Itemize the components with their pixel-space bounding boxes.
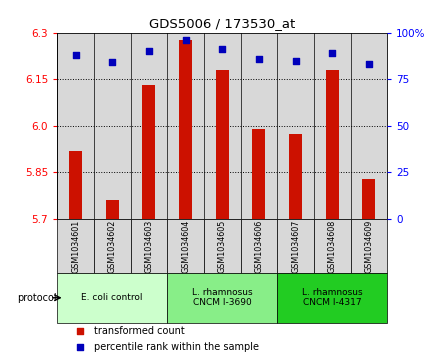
Bar bbox=[204, 219, 241, 273]
Bar bbox=[289, 134, 302, 219]
Text: L. rhamnosus
CNCM I-3690: L. rhamnosus CNCM I-3690 bbox=[192, 288, 253, 307]
Bar bbox=[167, 219, 204, 273]
Bar bbox=[351, 219, 387, 273]
Bar bbox=[131, 33, 167, 219]
Text: transformed count: transformed count bbox=[94, 326, 184, 336]
Text: GSM1034606: GSM1034606 bbox=[254, 219, 264, 273]
Bar bbox=[314, 219, 351, 273]
Point bbox=[182, 37, 189, 43]
Bar bbox=[69, 151, 82, 219]
Bar bbox=[314, 33, 351, 219]
Point bbox=[109, 60, 116, 65]
Point bbox=[292, 58, 299, 64]
Bar bbox=[241, 219, 277, 273]
Text: GSM1034607: GSM1034607 bbox=[291, 219, 300, 273]
Point bbox=[77, 328, 84, 334]
Point bbox=[72, 52, 79, 58]
Bar bbox=[179, 40, 192, 219]
Text: GSM1034602: GSM1034602 bbox=[108, 219, 117, 273]
Bar bbox=[277, 273, 387, 323]
Point bbox=[219, 46, 226, 52]
Point bbox=[77, 344, 84, 350]
Bar bbox=[241, 33, 277, 219]
Bar bbox=[94, 219, 131, 273]
Title: GDS5006 / 173530_at: GDS5006 / 173530_at bbox=[149, 17, 295, 30]
Point bbox=[255, 56, 262, 62]
Bar bbox=[204, 33, 241, 219]
Bar bbox=[106, 200, 119, 219]
Text: GSM1034603: GSM1034603 bbox=[144, 219, 154, 273]
Bar bbox=[57, 33, 94, 219]
Point bbox=[365, 61, 372, 67]
Text: protocol: protocol bbox=[18, 293, 57, 303]
Bar bbox=[57, 273, 167, 323]
Text: E. coli control: E. coli control bbox=[81, 293, 143, 302]
Bar bbox=[326, 70, 339, 219]
Text: GSM1034601: GSM1034601 bbox=[71, 219, 80, 273]
Text: L. rhamnosus
CNCM I-4317: L. rhamnosus CNCM I-4317 bbox=[302, 288, 363, 307]
Bar bbox=[277, 33, 314, 219]
Bar bbox=[277, 219, 314, 273]
Text: percentile rank within the sample: percentile rank within the sample bbox=[94, 342, 259, 352]
Bar bbox=[363, 179, 375, 219]
Bar bbox=[167, 33, 204, 219]
Bar bbox=[131, 219, 167, 273]
Bar bbox=[94, 33, 131, 219]
Point bbox=[329, 50, 336, 56]
Bar bbox=[253, 129, 265, 219]
Bar bbox=[216, 70, 229, 219]
Bar bbox=[351, 33, 387, 219]
Text: GSM1034609: GSM1034609 bbox=[364, 219, 374, 273]
Bar bbox=[57, 219, 94, 273]
Point bbox=[145, 48, 152, 54]
Text: GSM1034608: GSM1034608 bbox=[328, 219, 337, 273]
Bar bbox=[167, 273, 277, 323]
Text: GSM1034605: GSM1034605 bbox=[218, 219, 227, 273]
Text: GSM1034604: GSM1034604 bbox=[181, 219, 190, 273]
Bar bbox=[143, 85, 155, 219]
